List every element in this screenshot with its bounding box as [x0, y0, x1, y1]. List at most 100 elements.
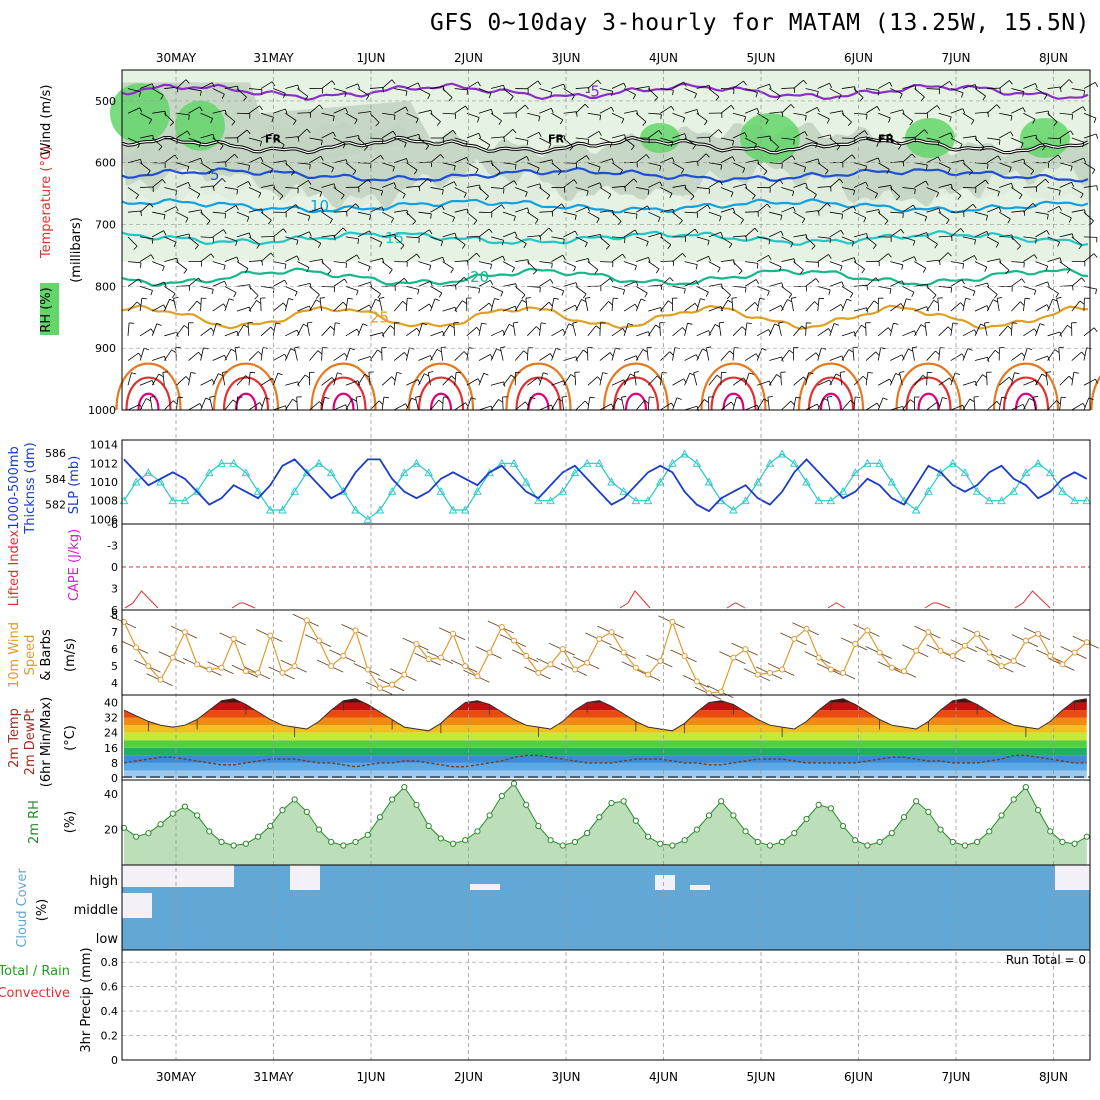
- rh-2m-point: [498, 792, 505, 800]
- wind-barb-flag: [221, 178, 226, 183]
- wind-barb-flag: [382, 258, 385, 264]
- axis-tick: 16: [104, 742, 118, 755]
- wind-barb: [188, 209, 202, 213]
- slp-point: [753, 477, 763, 486]
- wind10m-point: [852, 641, 859, 647]
- date-label-bottom: 4JUN: [649, 1070, 678, 1084]
- rh-2m-point: [437, 835, 444, 842]
- wind10m-point: [669, 618, 676, 625]
- wind-barb-flag: [690, 196, 695, 201]
- wind-barb: [805, 107, 818, 114]
- wind-barb-flag: [139, 404, 143, 410]
- wind-barb: [708, 283, 722, 287]
- date-label-top: 5JUN: [747, 51, 776, 65]
- wind-barb: [309, 286, 320, 296]
- wind-barb: [672, 211, 683, 221]
- wind-barb-flag: [769, 84, 772, 90]
- wind-barb: [127, 278, 139, 287]
- wind10m-point: [876, 649, 883, 656]
- wind-barb: [394, 158, 407, 164]
- rh-axis: 2m RH: [27, 800, 42, 844]
- wind-barb: [430, 349, 438, 361]
- wind-barb: [333, 322, 336, 336]
- slp-point: [265, 505, 275, 514]
- wind-barb-flag: [787, 299, 792, 303]
- wind-barb: [152, 261, 165, 267]
- wind-barb: [551, 203, 562, 213]
- wind-barb: [1047, 286, 1059, 294]
- wind-barb-flag: [813, 194, 817, 199]
- wind-barb-flag: [908, 348, 913, 352]
- wind-barb: [962, 398, 971, 411]
- wind-barb-flag: [514, 164, 517, 170]
- wind-barb: [684, 373, 691, 386]
- slp-point: [558, 486, 568, 495]
- wind-barb-flag: [1010, 115, 1013, 121]
- slp-point: [375, 505, 385, 514]
- wind-barb: [986, 401, 998, 411]
- axis-tick: 5: [111, 660, 118, 673]
- wind-barb-flag: [559, 119, 564, 125]
- wind-barb: [502, 374, 512, 386]
- wind-barb: [563, 88, 575, 96]
- wind-barb: [999, 131, 1011, 139]
- wind-barb-flag: [823, 397, 829, 401]
- wind-barb: [911, 347, 915, 361]
- wind-barb-flag: [171, 293, 176, 299]
- wind-barb-flag: [1020, 143, 1024, 149]
- wind-barb-flag: [210, 253, 215, 259]
- wind-barb-flag: [151, 238, 154, 244]
- rh-2m-point: [291, 796, 298, 803]
- wind-barb: [938, 347, 941, 361]
- wind-barb: [478, 279, 491, 287]
- cloud-fill: [122, 865, 1090, 950]
- wind-barb-flag: [882, 397, 888, 401]
- wind-barb: [805, 210, 819, 213]
- wind-barb-flag: [922, 267, 927, 273]
- wind-barb-flag: [872, 244, 877, 250]
- wind-barb: [660, 402, 672, 411]
- wind-barb-flag: [570, 374, 576, 378]
- wind-barb-flag: [208, 169, 212, 175]
- slp-point: [144, 468, 153, 477]
- wind10m-point: [657, 658, 664, 664]
- wind-barb-flag: [1068, 217, 1072, 223]
- wind-barb-flag: [430, 355, 433, 361]
- wind-barb-flag: [236, 331, 240, 336]
- rh-2m-point: [535, 822, 542, 830]
- wind-barb: [357, 230, 370, 238]
- wind-barb: [285, 204, 297, 213]
- wind-barb: [309, 137, 323, 141]
- wind-barb: [1023, 398, 1030, 411]
- wind-barb: [853, 162, 867, 167]
- wind-barb: [781, 137, 795, 140]
- wind-barb-flag: [1070, 130, 1074, 136]
- wind-barb-flag: [840, 229, 844, 235]
- wind-barb-flag: [584, 242, 588, 248]
- wind-barb-flag: [599, 115, 601, 121]
- wind-barb: [781, 286, 793, 295]
- wind-barb: [805, 261, 819, 263]
- wind-barb-flag: [357, 83, 361, 89]
- wind-barb: [962, 255, 975, 262]
- wind-barb: [224, 399, 234, 411]
- wind-barb-flag: [962, 108, 966, 114]
- wind-barb-flag: [319, 104, 324, 109]
- wind-barb: [660, 260, 674, 263]
- wind-barb-flag: [669, 277, 674, 282]
- wind-barb: [720, 259, 734, 263]
- wind-barb-flag: [729, 350, 734, 355]
- wind-barb-flag: [415, 395, 421, 398]
- wind-barb: [453, 322, 456, 336]
- wind-barb: [502, 231, 516, 238]
- warm-isotherm-loop: [515, 376, 562, 411]
- wind-barb: [599, 301, 609, 312]
- wind-barb: [430, 154, 441, 164]
- slp-point: [205, 468, 214, 477]
- wind-barb: [611, 134, 625, 139]
- wind-barb: [248, 300, 257, 312]
- wind-barb: [406, 236, 420, 239]
- temp-band: [124, 740, 1087, 748]
- slp-point: [814, 496, 823, 505]
- wind-barb: [769, 179, 781, 188]
